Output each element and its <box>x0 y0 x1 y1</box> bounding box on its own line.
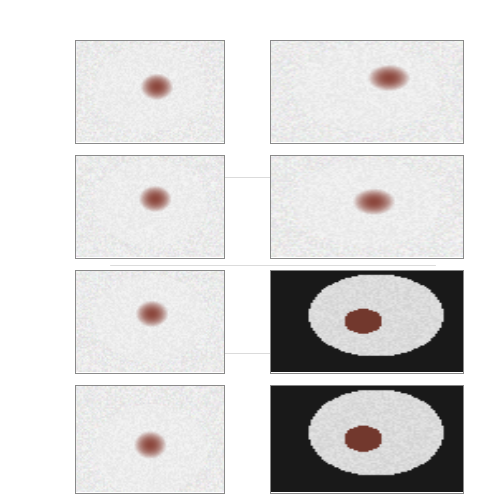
Text: 5% VS: 5% VS <box>76 217 116 230</box>
Text: Day 0: Day 0 <box>182 74 218 86</box>
Text: Day 18: Day 18 <box>333 74 377 86</box>
Text: Treatment: Treatment <box>76 74 149 86</box>
Text: SO: SO <box>76 130 94 143</box>
Text: 10% VS: 10% VS <box>76 306 124 318</box>
Text: NF 0.2%: NF 0.2% <box>76 400 129 413</box>
